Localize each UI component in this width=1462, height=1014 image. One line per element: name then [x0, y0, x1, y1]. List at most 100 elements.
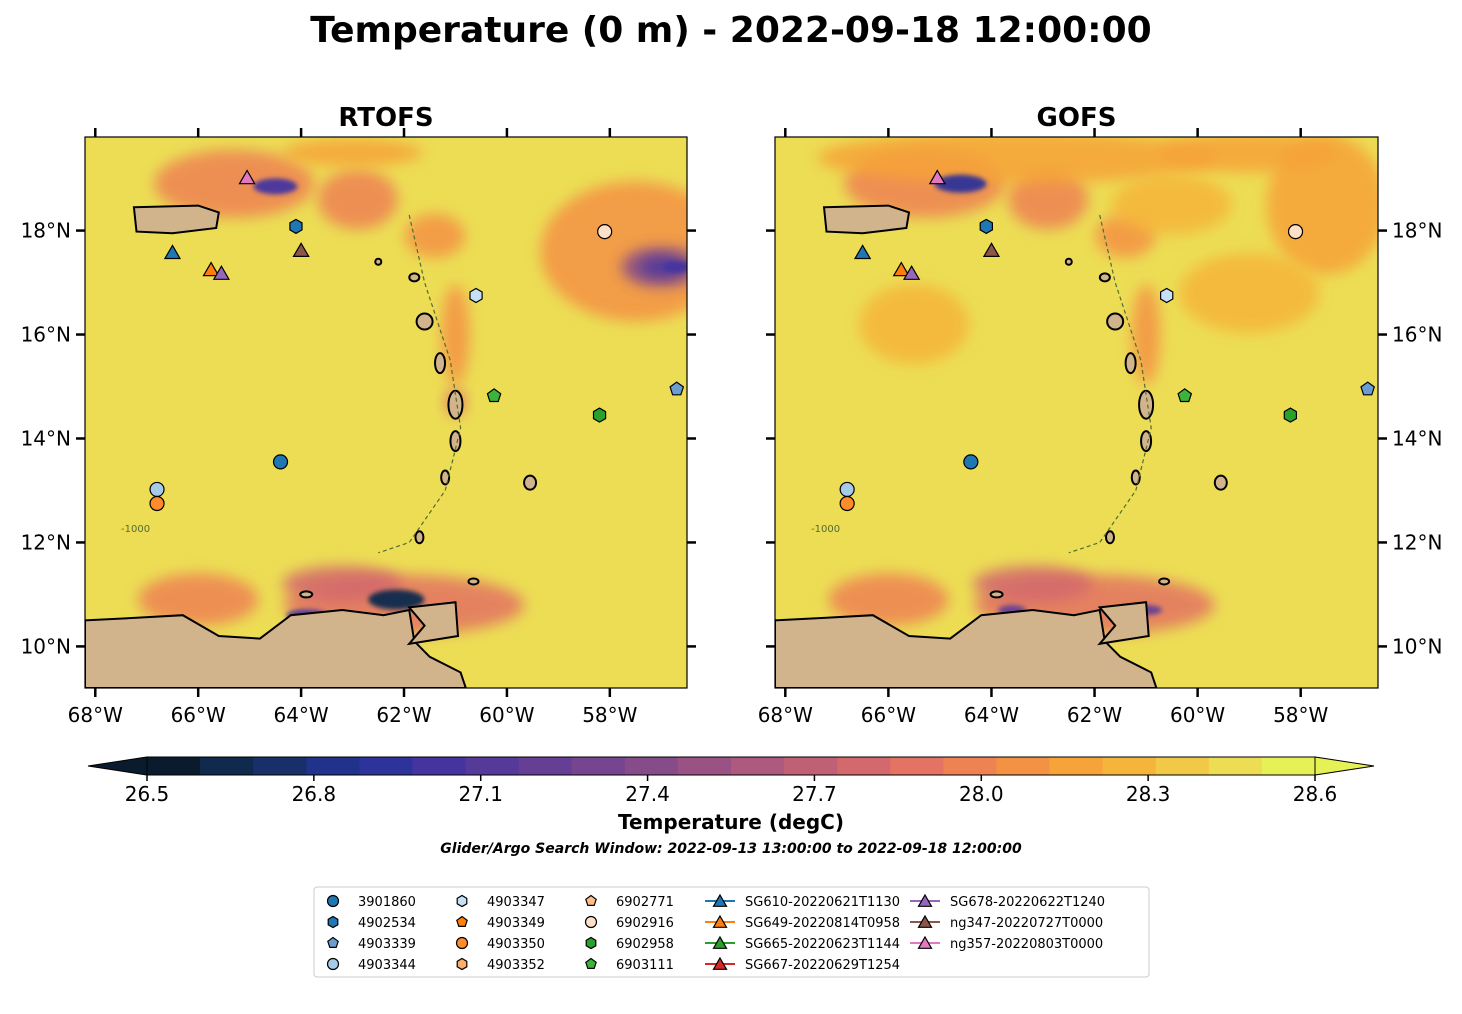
colorbar-tick-label: 28.0: [959, 782, 1004, 806]
colorbar-swatch: [677, 757, 732, 775]
legend-label: SG665-20220623T1144: [745, 937, 900, 952]
legend-label: 6903111: [616, 958, 674, 973]
colorbar-tick-label: 27.4: [625, 782, 670, 806]
legend-marker: [917, 914, 933, 928]
legend-marker: [456, 894, 468, 908]
y-tick-label: 10°N: [21, 634, 71, 658]
obs-marker: [289, 218, 303, 235]
land: [85, 204, 538, 688]
colorbar-swatch: [306, 757, 360, 775]
obs-marker: [597, 224, 613, 240]
legend-marker: [712, 956, 728, 970]
legend-marker: [585, 894, 597, 907]
legend-item: 6903111: [585, 957, 674, 973]
island: [989, 590, 1004, 599]
legend-marker: [712, 935, 728, 949]
bathymetry-contour: [378, 214, 462, 554]
colorbar: 26.5 26.8 27.1 27.4 27.7 28.0 28.3 28.6: [87, 756, 1375, 806]
legend-item: 6902916: [584, 915, 674, 931]
legend-marker: [455, 936, 469, 950]
obs-marker: [982, 242, 1001, 257]
colorbar-swatch: [147, 757, 201, 775]
island: [299, 590, 314, 599]
panel-title: RTOFS: [338, 103, 433, 133]
legend-label: SG610-20220621T1130: [745, 895, 900, 910]
island: [1106, 312, 1125, 331]
legend: 3901860 4902534 4903339 4903344 4903347 49033…: [313, 886, 1150, 978]
y-tick-label: 14°N: [1392, 426, 1442, 450]
legend-marker: [456, 957, 468, 971]
legend-item: 3901860: [326, 894, 416, 910]
south-america-coast: [85, 608, 467, 688]
x-tick-label: 60°W: [1170, 703, 1225, 727]
colorbar-tick-label: 28.3: [1126, 782, 1171, 806]
island: [1098, 272, 1111, 283]
legend-marker: [917, 935, 933, 949]
legend-marker: [585, 936, 597, 950]
bathymetry-contour: [1068, 214, 1152, 554]
island: [1130, 469, 1141, 486]
island: [1213, 474, 1228, 491]
obs-marker: [979, 218, 994, 235]
legend-item: 4903339: [327, 936, 416, 952]
legend-item: ng347-20220727T0000: [910, 914, 1103, 931]
legend-item: 4902534: [327, 915, 416, 931]
colorbar-swatch: [518, 757, 573, 775]
obs-marker: [238, 169, 256, 185]
colorbar-swatch: [996, 757, 1051, 775]
legend-label: SG678-20220622T1240: [950, 895, 1105, 910]
colorbar-swatch: [412, 757, 467, 775]
obs-marker: [1360, 381, 1376, 396]
island: [449, 430, 462, 453]
legend-marker: [327, 915, 339, 929]
obs-marker: [486, 388, 502, 403]
y-tick-label: 18°N: [21, 219, 71, 243]
observation-markers: [149, 169, 685, 512]
island: [414, 530, 425, 545]
y-tick-label: 14°N: [21, 426, 71, 450]
map-frame: [774, 136, 1379, 689]
legend-marker: [327, 936, 339, 949]
x-tick-label: 60°W: [479, 703, 534, 727]
obs-marker: [163, 244, 182, 260]
island: [434, 352, 447, 375]
legend-label: 4903347: [487, 895, 545, 910]
legend-marker: [712, 893, 728, 907]
colorbar-swatch: [784, 757, 838, 775]
legend-item: 4903349: [456, 915, 545, 931]
colorbar-swatch: [624, 757, 679, 775]
puerto-rico: [822, 204, 911, 235]
x-tick-label: 66°W: [861, 703, 916, 727]
obs-marker: [149, 481, 165, 498]
obs-marker: [1287, 224, 1304, 240]
legend-item: 4903352: [456, 957, 545, 973]
colorbar-swatch: [253, 757, 307, 775]
legend-item: 4903350: [455, 936, 545, 952]
obs-marker: [272, 454, 289, 470]
colorbar-swatch: [1261, 757, 1316, 775]
legend-label: 4903352: [487, 958, 545, 973]
island: [374, 257, 383, 266]
colorbar-label: Temperature (degC): [618, 810, 844, 834]
colorbar-tick-label: 26.8: [292, 782, 337, 806]
island: [1138, 389, 1155, 420]
legend-label: 4903339: [358, 937, 416, 952]
rtofs-map-panel: RTOFS -1000 68°W 66°W 64°W 62°W 60°W 58°W 10°N 12…: [21, 103, 696, 727]
y-tick-label: 10°N: [1392, 634, 1442, 658]
colorbar-tick-label: 26.5: [125, 782, 170, 806]
colorbar-swatch: [465, 757, 520, 775]
legend-item: 6902958: [585, 936, 674, 952]
island: [1105, 530, 1115, 545]
x-tick-label: 58°W: [1273, 703, 1328, 727]
obs-marker: [1283, 407, 1298, 423]
island: [440, 469, 451, 486]
legend-marker: [585, 957, 597, 970]
gofs-map-panel: GOFS -1000 68°W 66°W 64°W 62°W 60°W 58°W 10°N 12°…: [758, 103, 1443, 727]
colorbar-swatch: [943, 757, 997, 775]
legend-item: ng357-20220803T0000: [910, 935, 1103, 952]
contour-label: -1000: [811, 524, 840, 535]
trinidad: [1097, 601, 1150, 646]
legend-item: 4903347: [456, 894, 545, 910]
legend-marker: [326, 894, 340, 908]
legend-label: 4903350: [487, 937, 545, 952]
